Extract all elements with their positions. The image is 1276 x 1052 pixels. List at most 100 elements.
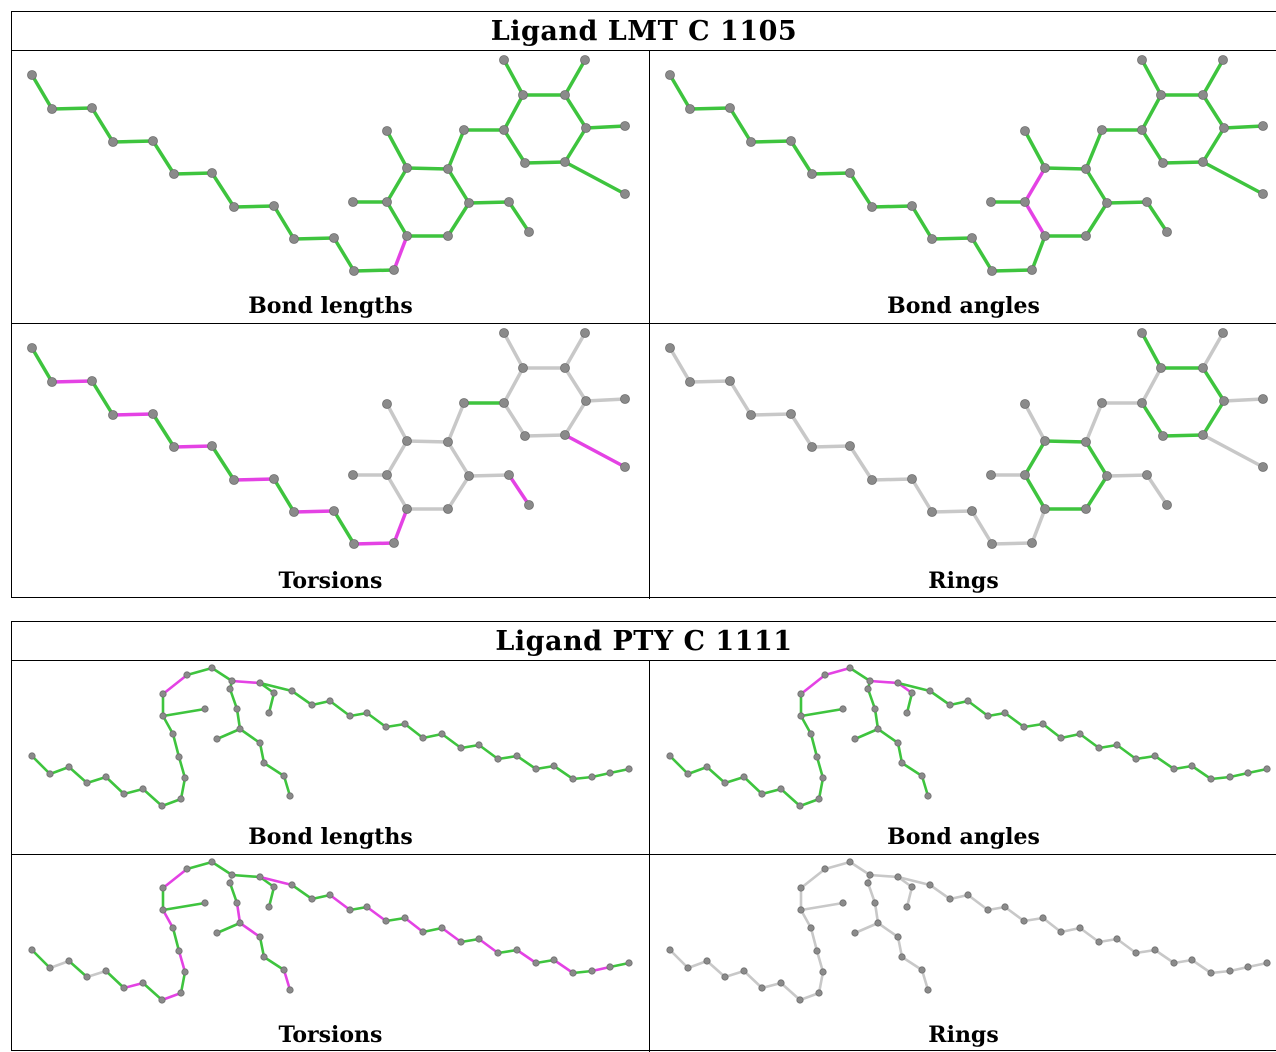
bond [185, 666, 214, 677]
bond [232, 204, 276, 209]
atom [864, 879, 872, 887]
atom [1158, 158, 1168, 168]
atom [1244, 769, 1252, 777]
atom [158, 996, 166, 1004]
atom [839, 899, 847, 907]
bond [970, 236, 994, 273]
bond [290, 689, 314, 707]
bond [799, 673, 827, 696]
bond [392, 234, 409, 272]
bond [502, 366, 525, 405]
atom [684, 964, 692, 972]
atom [148, 136, 158, 146]
bond [385, 166, 409, 204]
atom [389, 265, 399, 275]
atom [402, 436, 412, 446]
bond [1043, 166, 1088, 171]
atom [1081, 504, 1091, 514]
atom [1263, 959, 1271, 967]
atom [797, 712, 805, 720]
atom [1097, 398, 1107, 408]
atom [475, 935, 483, 943]
atom [175, 753, 183, 761]
bond [1201, 58, 1225, 97]
cell-bond-lengths: Bond lengths [12, 51, 649, 323]
atom [47, 104, 57, 114]
atom [1188, 762, 1196, 770]
bond [104, 969, 126, 990]
atom [1219, 123, 1229, 133]
bond [502, 128, 527, 165]
atom [464, 198, 474, 208]
bond [563, 399, 588, 437]
cell-rings: Rings [650, 324, 1276, 598]
atom [236, 725, 244, 733]
atom [1040, 163, 1050, 173]
atom [874, 725, 882, 733]
atom [260, 759, 268, 767]
bond [332, 509, 356, 546]
atom [1020, 917, 1028, 925]
atom [786, 136, 796, 146]
atom [821, 865, 829, 873]
atom [625, 765, 633, 773]
atom [1081, 437, 1091, 447]
atom [1162, 500, 1172, 510]
bond [1030, 507, 1047, 545]
atom [725, 376, 735, 386]
bond [238, 921, 262, 939]
atom [207, 441, 217, 451]
bond [403, 722, 425, 740]
bond [292, 236, 336, 241]
atom [1040, 504, 1050, 514]
bond [705, 765, 727, 785]
atom [903, 903, 911, 911]
bond [853, 921, 880, 935]
bond [385, 129, 409, 170]
atom [363, 709, 371, 717]
bond [90, 379, 115, 417]
atom [139, 785, 147, 793]
bond [930, 236, 974, 241]
bond [1140, 128, 1165, 165]
atom [560, 430, 570, 440]
bond [141, 981, 164, 1002]
atom [1151, 946, 1159, 954]
atom [815, 989, 823, 997]
bond [1201, 126, 1226, 164]
atom [181, 774, 189, 782]
atom [1226, 967, 1234, 975]
atom [851, 735, 859, 743]
bond [1003, 711, 1026, 729]
atom [907, 474, 917, 484]
bond [210, 666, 234, 683]
atom [504, 470, 514, 480]
bond [290, 883, 314, 901]
bond [868, 679, 900, 685]
atom [382, 399, 392, 409]
atom [382, 723, 390, 731]
bond [258, 681, 294, 693]
atom [1156, 363, 1166, 373]
atom [65, 763, 73, 771]
atom [606, 769, 614, 777]
bond [292, 509, 336, 514]
atom [1097, 125, 1107, 135]
atom [1113, 741, 1121, 749]
atom [1218, 55, 1228, 65]
bond [799, 707, 845, 718]
atom [83, 973, 91, 981]
bond [467, 473, 511, 478]
cell-torsions: Torsions [12, 324, 649, 598]
cell-bond-angles: Bond angles [650, 51, 1276, 323]
atom [797, 906, 805, 914]
atom [927, 234, 937, 244]
atom [588, 773, 596, 781]
atom [807, 442, 817, 452]
atom [401, 914, 409, 922]
atom [1158, 431, 1168, 441]
bond [1201, 399, 1226, 437]
bond [477, 937, 500, 955]
bond [1201, 433, 1265, 469]
atom [229, 202, 239, 212]
